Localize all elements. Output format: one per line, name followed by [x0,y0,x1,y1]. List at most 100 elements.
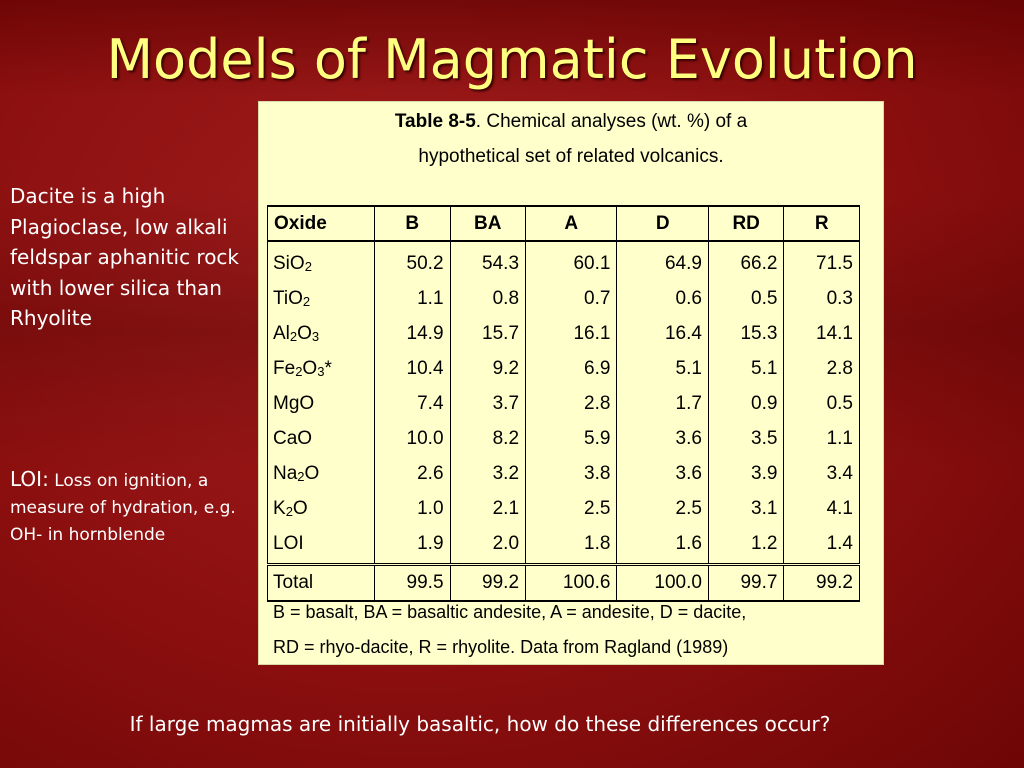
column-header: Oxide [266,206,376,241]
oxide-text: TiO [273,287,303,309]
value-cell: 5.1 [707,351,785,386]
table-row: MgO 7.4 3.7 2.8 1.7 0.9 0.5 [266,386,860,421]
value-cell: 1.2 [707,526,785,566]
table-row: TiO2 1.1 0.8 0.7 0.6 0.5 0.3 [266,281,860,316]
oxide-subscript: 3 [317,363,325,379]
oxide-text: O [304,462,320,484]
total-value-cell: 100.6 [525,564,618,602]
oxide-text: O [297,322,312,344]
value-cell: 3.8 [525,456,618,491]
oxide-cell: Fe2O3* [266,351,376,386]
title-band [0,0,1024,96]
value-cell: 2.8 [525,386,618,421]
value-cell: 50.2 [374,241,451,281]
value-cell: 3.5 [707,421,785,456]
slide-title: Models of Magmatic Evolution [106,28,918,91]
value-cell: 8.2 [449,421,527,456]
value-cell: 0.6 [616,281,709,316]
oxide-text: Na [273,462,298,484]
oxide-subscript: 2 [285,503,293,519]
value-cell: 6.9 [525,351,618,386]
column-header: B [374,206,451,241]
value-cell: 5.1 [616,351,709,386]
value-cell: 3.7 [449,386,527,421]
loi-note: LOI: Loss on ignition, a measure of hydr… [10,466,250,549]
value-cell: 14.1 [783,316,860,351]
table-row: LOI 1.9 2.0 1.8 1.6 1.2 1.4 [266,526,860,566]
value-cell: 15.7 [449,316,527,351]
table-caption-line2: hypothetical set of related volcanics. [418,146,724,167]
value-cell: 16.1 [525,316,618,351]
oxide-text: SiO [273,252,305,274]
loi-note-text: Loss on ignition, a measure of hydration… [10,471,236,545]
table-row: Fe2O3* 10.4 9.2 6.9 5.1 5.1 2.8 [266,351,860,386]
value-cell: 0.5 [783,386,860,421]
oxide-text: Al [273,322,290,344]
column-header: A [525,206,618,241]
value-cell: 1.0 [374,491,451,526]
value-cell: 10.0 [374,421,451,456]
loi-note-lead: LOI: [10,467,49,491]
value-cell: 2.6 [374,456,451,491]
column-header: R [783,206,860,241]
table-footnote-line2: RD = rhyo-dacite, R = rhyolite. Data fro… [273,637,729,657]
oxide-subscript: 2 [304,258,312,274]
oxide-cell: TiO2 [266,281,376,316]
value-cell: 5.9 [525,421,618,456]
oxide-cell: Na2O [266,456,376,491]
value-cell: 1.1 [374,281,451,316]
value-cell: 4.1 [783,491,860,526]
oxide-text: MgO [273,392,315,414]
value-cell: 14.9 [374,316,451,351]
value-cell: 71.5 [783,241,860,281]
value-cell: 1.8 [525,526,618,566]
oxide-subscript: 2 [297,468,305,484]
total-value-cell: 99.5 [374,564,451,602]
value-cell: 15.3 [707,316,785,351]
oxide-text: K [273,497,286,519]
oxide-cell: K2O [266,491,376,526]
column-header: BA [449,206,527,241]
value-cell: 1.4 [783,526,860,566]
value-cell: 10.4 [374,351,451,386]
total-value-cell: 100.0 [616,564,709,602]
oxide-text: CaO [273,427,313,449]
value-cell: 2.1 [449,491,527,526]
value-cell: 16.4 [616,316,709,351]
oxide-table: Oxide B BA A D RD R SiO2 50.2 54.3 60.1 64.9 66.2 71… [266,205,860,602]
oxide-text: O [302,357,318,379]
oxide-subscript: 2 [302,293,311,309]
value-cell: 0.9 [707,386,785,421]
oxide-subscript: 2 [289,328,298,344]
value-cell: 3.2 [449,456,527,491]
value-cell: 64.9 [616,241,709,281]
value-cell: 54.3 [449,241,527,281]
table-caption-line1: Table 8-5. Chemical analyses (wt. %) of … [259,111,883,133]
value-cell: 66.2 [707,241,785,281]
total-value-cell: 99.2 [783,564,860,602]
table-row: Al2O3 14.9 15.7 16.1 16.4 15.3 14.1 [266,316,860,351]
table-footnote-line1: B = basalt, BA = basaltic andesite, A = … [273,602,747,622]
table-label: Table 8-5 [394,111,476,132]
oxide-text: * [324,357,332,379]
oxide-subscript: 3 [311,328,320,344]
total-value-cell: 99.7 [707,564,785,602]
value-cell: 0.3 [783,281,860,316]
oxide-text: LOI [273,532,304,554]
column-header: D [616,206,709,241]
value-cell: 0.5 [707,281,785,316]
total-value-cell: 99.2 [449,564,527,602]
dacite-note: Dacite is a high Plagioclase, low alkali… [10,184,240,330]
value-cell: 2.0 [449,526,527,566]
table-panel: Table 8-5. Chemical analyses (wt. %) of … [258,101,884,665]
oxide-subscript: 2 [295,363,303,379]
value-cell: 9.2 [449,351,527,386]
oxide-cell: MgO [266,386,376,421]
table-row: SiO2 50.2 54.3 60.1 64.9 66.2 71.5 [266,241,860,281]
value-cell: 3.4 [783,456,860,491]
table-row: K2O 1.0 2.1 2.5 2.5 3.1 4.1 [266,491,860,526]
value-cell: 0.7 [525,281,618,316]
column-header: RD [707,206,785,241]
value-cell: 60.1 [525,241,618,281]
question-text: If large magmas are initially basaltic, … [129,712,831,736]
